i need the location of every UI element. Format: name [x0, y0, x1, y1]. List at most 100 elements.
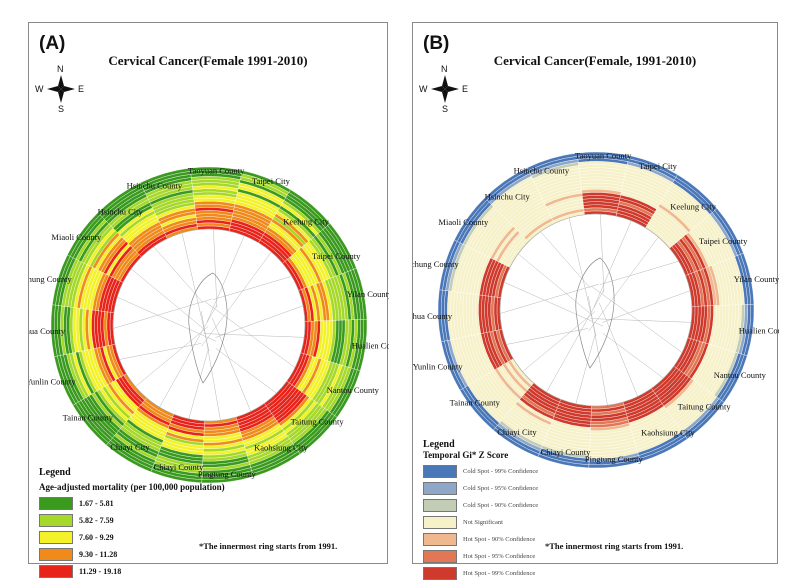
legend-subtitle: Age-adjusted mortality (per 100,000 popu…	[39, 482, 225, 492]
panel-title: Cervical Cancer(Female, 1991-2010)	[493, 53, 697, 68]
county-label: Pingtung County	[585, 454, 644, 464]
county-label: Miaoli County	[438, 217, 489, 227]
county-label: Chiayi County	[154, 462, 205, 472]
county-label: Yunlin County	[413, 362, 463, 372]
county-label: Tainan County	[63, 412, 114, 422]
north-arrow-icon: N S E W	[35, 63, 87, 115]
legend-swatch	[39, 513, 73, 527]
panel-title: Cervical Cancer(Female 1991-2010)	[108, 53, 308, 68]
county-label: Hsinchu County	[127, 180, 183, 190]
county-label: Taipei County	[699, 236, 748, 246]
legend-item: 11.29 - 19.18	[39, 564, 225, 578]
county-label: Tainan County	[450, 397, 501, 407]
legend-item: Not Significant	[423, 515, 538, 529]
legend-label: Not Significant	[463, 518, 503, 526]
compass-south: S	[442, 104, 449, 114]
county-label: Taichung County	[413, 259, 460, 269]
county-label: Taoyuan County	[188, 165, 245, 175]
panel-a: (A) Cervical Cancer(Female 1991-2010) N …	[28, 22, 389, 578]
legend-item: 9.30 - 11.28	[39, 547, 225, 561]
connector-lines	[112, 229, 305, 421]
compass-south: S	[58, 104, 65, 114]
inner-disc	[112, 228, 306, 422]
county-label: Hsinchu City	[98, 206, 144, 216]
county-label: Hualien County	[739, 325, 779, 335]
legend-label: 9.30 - 11.28	[79, 549, 118, 559]
compass-north: N	[441, 64, 448, 74]
county-labels: Hsinchu County Taoyuan County Taipei City K…	[29, 165, 389, 479]
compass-east: E	[462, 84, 469, 94]
taiwan-outline	[575, 257, 615, 369]
ring-cells	[50, 166, 368, 484]
legend: Legend Age-adjusted mortality (per 100,0…	[39, 467, 225, 581]
legend-item: 7.60 - 9.29	[39, 530, 225, 544]
compass-east: E	[78, 84, 85, 94]
legend-swatch	[423, 566, 457, 580]
legend-swatch	[423, 549, 457, 563]
county-label: Yilan County	[734, 274, 779, 284]
legend-item: 1.67 - 5.81	[39, 496, 225, 510]
legend-swatch	[423, 498, 457, 512]
county-label: Taichung County	[29, 274, 73, 284]
county-labels: Hsinchu County Taoyuan County Taipei City K…	[413, 150, 779, 464]
legend-item: Cold Spot - 99% Confidence	[423, 464, 538, 478]
legend-item: Hot Spot - 99% Confidence	[423, 566, 538, 580]
legend-swatch	[423, 464, 457, 478]
county-label: Taoyuan County	[575, 150, 632, 160]
legend-label: Hot Spot - 95% Confidence	[463, 552, 536, 560]
legend: Legend Temporal Gi* Z Score Cold Spot - …	[423, 439, 538, 583]
county-label: Nantou County	[327, 385, 380, 395]
ring-map: Hsinchu County Taoyuan County Taipei City K…	[29, 165, 389, 484]
legend-swatch	[39, 530, 73, 544]
legend-swatch	[423, 515, 457, 529]
legend-label: 7.60 - 9.29	[79, 532, 114, 542]
county-label: Nantou County	[714, 370, 767, 380]
county-label: Chiayi County	[541, 447, 592, 457]
county-label: Yunlin County	[29, 377, 76, 387]
legend-swatch	[39, 547, 73, 561]
legend-title: Legend	[423, 439, 455, 450]
panel-label: (A)	[39, 33, 66, 54]
county-label: Hualien County	[352, 340, 389, 350]
county-label: Taitung County	[291, 417, 345, 427]
county-label: Chiayi City	[497, 427, 537, 437]
legend-label: Cold Spot - 95% Confidence	[463, 484, 539, 492]
county-label: Taitung County	[678, 402, 732, 412]
county-label: Yilan County	[347, 289, 389, 299]
compass-north: N	[57, 64, 64, 74]
legend-label: Hot Spot - 90% Confidence	[463, 535, 536, 543]
legend-item: 5.82 - 7.59	[39, 513, 225, 527]
county-label: Keelung City	[283, 217, 329, 227]
county-label: Kaohsiung City	[641, 427, 695, 437]
county-label: Taipei City	[639, 161, 678, 171]
county-label: Miaoli County	[51, 232, 102, 242]
panel-label: (B)	[423, 33, 450, 54]
ring-note: *The innermost ring starts from 1991.	[545, 541, 684, 551]
legend-title: Legend	[39, 467, 71, 478]
ring-cell	[97, 182, 142, 216]
legend-label: 1.67 - 5.81	[79, 498, 114, 508]
legend-item: Hot Spot - 95% Confidence	[423, 549, 538, 563]
legend-label: Cold Spot - 99% Confidence	[463, 467, 539, 475]
ring-cell	[484, 167, 529, 201]
legend-item: Cold Spot - 95% Confidence	[423, 481, 538, 495]
county-label: Taipei County	[312, 251, 361, 261]
legend-swatch	[423, 532, 457, 546]
legend-swatch	[39, 496, 73, 510]
compass-west: W	[419, 84, 428, 94]
taiwan-outline	[188, 272, 228, 384]
legend-label: 5.82 - 7.59	[79, 515, 114, 525]
county-label: Hsinchu County	[514, 165, 570, 175]
legend-label: Cold Spot - 90% Confidence	[463, 501, 539, 509]
county-label: Chiayi City	[110, 442, 150, 452]
compass-west: W	[35, 84, 44, 94]
legend-swatch	[423, 481, 457, 495]
county-label: Changhua County	[413, 311, 453, 321]
county-label: Hsinchu City	[485, 191, 531, 201]
legend-item: Cold Spot - 90% Confidence	[423, 498, 538, 512]
ring-cells	[437, 151, 755, 469]
legend-item: Hot Spot - 90% Confidence	[423, 532, 538, 546]
ring-map: Hsinchu County Taoyuan County Taipei City K…	[413, 150, 779, 469]
legend-subtitle: Temporal Gi* Z Score	[423, 450, 509, 460]
ring-note: *The innermost ring starts from 1991.	[199, 541, 338, 551]
